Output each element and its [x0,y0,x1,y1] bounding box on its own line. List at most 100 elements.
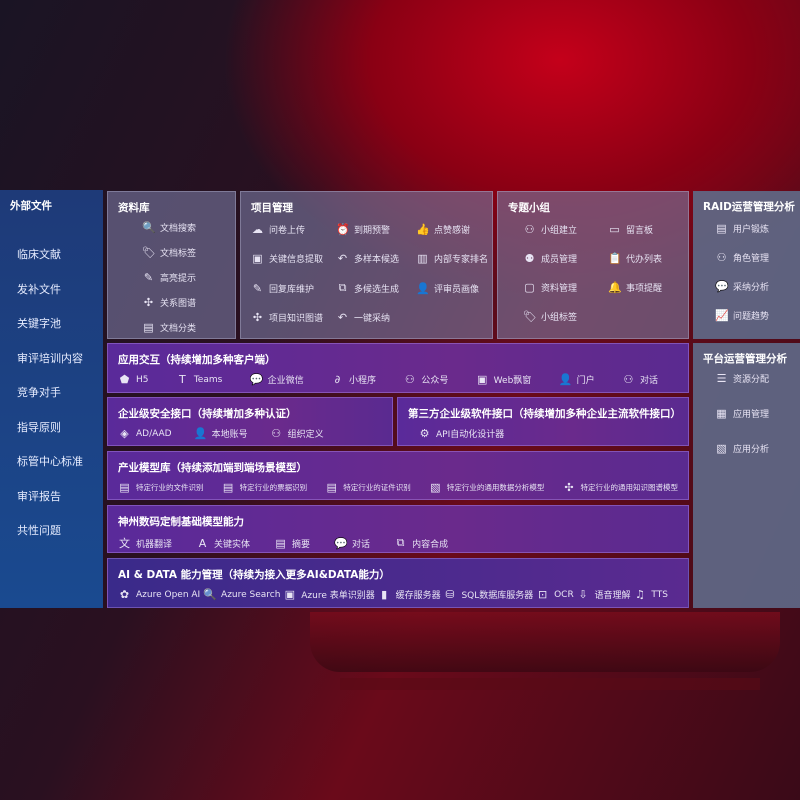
project-item[interactable]: ✣ 项目知识图谱 [251,311,336,324]
chat-icon: 💬 [334,536,348,550]
ai_data-item[interactable]: ▮ 缓存服务器 [378,588,441,601]
group-item[interactable]: ⚉ 成员管理 [523,252,608,265]
industry-item[interactable]: ▤ 特定行业的文件识别 [118,481,203,494]
library-item[interactable]: ✎ 高亮提示 [142,271,225,284]
ai_data-item[interactable]: ♫ TTS [633,588,668,601]
project-item[interactable]: ↶ 多样本候选 [336,252,416,265]
alarm-icon: ⏰ [336,223,350,236]
interaction-item[interactable]: ▣ Web飘窗 [476,373,531,386]
base_model-item[interactable]: ▤ 摘要 [274,535,310,551]
monitor-base [340,678,760,690]
project-item[interactable]: ▥ 内部专家排名 [416,252,492,265]
base_model-item-label: 机器翻译 [136,539,173,550]
interaction-item[interactable]: 👤 门户 [559,373,595,386]
chat-icon: 💬 [249,373,264,386]
security-item[interactable]: ⚇ 组织定义 [270,427,324,440]
platform-item[interactable]: ▧ 应用分析 [715,442,790,455]
base_model-item[interactable]: 文机器翻译 [118,535,172,551]
interaction-item[interactable]: ∂ 小程序 [331,373,376,386]
external-file-item[interactable]: 指导原则 [17,420,61,434]
industry-item[interactable]: ▧ 特定行业的通用数据分析模型 [429,481,544,494]
project-item[interactable]: ☁ 问卷上传 [251,223,336,236]
industry-panel: 产业模型库（持续添加端到端场景模型） ▤ 特定行业的文件识别 ▤ 特定行业的票据识别 ▤ 特… [107,451,689,500]
group-item[interactable]: 🏷 小组标签 [523,310,608,323]
library-item[interactable]: ✣ 关系图谱 [142,296,225,309]
reply-icon: ↶ [337,311,348,324]
users-icon: ⚇ [271,427,282,440]
ai_data-item-label: OCR [554,589,574,600]
group-title: 专题小组 [508,202,550,214]
project-item[interactable]: 👍 点赞感谢 [416,223,492,236]
library-panel: 资料库 🔍 文档搜索 🏷 文档标签 ✎ 高亮提示 ✣ 关系图谱 ▤ 文档分类 [107,191,236,339]
monitor-stand [310,612,780,672]
project-item[interactable]: ↶ 一键采纳 [336,311,416,324]
group-item[interactable]: ▭ 留言板 [608,223,688,236]
base-model-panel: 神州数码定制基础模型能力文机器翻译 A 关键实体 ▤ 摘要 💬 对话 ⧉ 内容合成 [107,505,689,553]
user-add-icon: ⚉ [524,252,535,265]
external-file-item[interactable]: 发补文件 [17,282,61,296]
external-file-item[interactable]: 审评报告 [17,489,61,503]
third_party-item[interactable]: ⚙ API自动化设计器 [418,427,505,440]
library-item[interactable]: ▤ 文档分类 [142,321,225,334]
external-file-item[interactable]: 关键字池 [17,317,61,330]
interaction-item[interactable]: ⚇ 公众号 [403,373,448,386]
external-file-item[interactable]: 临床文献 [17,248,61,261]
security-item-label: 本地账号 [211,430,248,440]
ai_data-item[interactable]: ▣ Azure 表单识别器 [283,588,375,601]
project-item[interactable]: ▣ 关键信息提取 [251,252,336,265]
industry-item[interactable]: ▤ 特定行业的票据识别 [222,481,307,494]
base_model-item[interactable]: A 关键实体 [196,535,250,551]
library-item[interactable]: 🏷 文档标签 [142,246,225,259]
ai_data-item[interactable]: ⛁ SQL数据库服务器 [443,588,533,601]
base_model-item[interactable]: 💬 对话 [334,535,370,551]
group-item[interactable]: ⚇ 小组建立 [523,223,608,236]
project-title: 项目管理 [251,202,293,214]
id-card-icon: ▤ [326,481,337,494]
security-item-label: 组织定义 [287,430,324,440]
ai_data-item[interactable]: ⊡ OCR [536,588,574,601]
group-item[interactable]: 🔔 事项提醒 [608,281,688,294]
security-item[interactable]: 👤 本地账号 [194,427,248,440]
entity-icon: A [198,536,207,550]
industry-item-label: 特定行业的通用知识图谱模型 [580,483,679,492]
database-icon: ⛁ [445,588,455,601]
raid-item[interactable]: ▤ 用户锻炼 [715,222,790,235]
base_model-title: 神州数码定制基础模型能力 [118,516,244,528]
project-item[interactable]: ⏰ 到期预警 [336,223,416,236]
doc-search-icon: 🔍 [142,221,156,234]
interaction-item[interactable]: ⚇ 对话 [622,373,658,386]
users-icon: ⚇ [404,373,415,386]
group-item[interactable]: 📋 代办列表 [608,252,688,265]
external-file-item[interactable]: 竞争对手 [17,386,61,399]
raid-item[interactable]: 💬 采纳分析 [715,280,790,293]
ai_data-item[interactable]: ⇩ 语音理解 [577,588,630,601]
raid-item-label: 角色管理 [733,254,770,264]
raid-item[interactable]: 📈 问题趋势 [715,309,790,322]
external-file-item[interactable]: 审评培训内容 [17,351,83,365]
interaction-item[interactable]: 💬 企业微信 [250,373,304,386]
interaction-item[interactable]: T Teams [176,373,222,386]
library-item[interactable]: 🔍 文档搜索 [142,221,225,234]
bbs-icon: ▭ [609,223,620,236]
industry-item[interactable]: ✣ 特定行业的通用知识图谱模型 [563,481,679,494]
base_model-item[interactable]: ⧉ 内容合成 [394,535,448,551]
project-item[interactable]: ⧉ 多候选生成 [336,281,416,295]
ai_data-item[interactable]: ✿ Azure Open AI [118,588,200,601]
project-item[interactable]: 👤 评审员画像 [416,281,492,295]
apps-icon: ▦ [716,407,727,420]
ai_data-item[interactable]: 🔍 Azure Search [203,588,280,601]
user-icon: 👤 [193,427,208,440]
interaction-item[interactable]: ⬟ H5 [118,373,149,386]
group-item-label: 小组标签 [541,313,578,323]
platform-item[interactable]: ☰ 资源分配 [715,372,790,385]
external-file-item[interactable]: 共性问题 [17,524,61,537]
group-item[interactable]: ▢ 资料管理 [523,281,608,294]
security-item[interactable]: ◈ AD/AAD [118,427,171,440]
raid-item[interactable]: ⚇ 角色管理 [715,251,790,264]
industry-item[interactable]: ▤ 特定行业的证件识别 [325,481,411,494]
cloud-upload-icon: ☁ [252,223,263,236]
platform-item[interactable]: ▦ 应用管理 [715,407,790,420]
external-file-item[interactable]: 标管中心标准 [17,455,83,468]
project-item[interactable]: ✎ 回复库维护 [251,281,336,295]
project-item-label: 一键采纳 [354,314,391,324]
